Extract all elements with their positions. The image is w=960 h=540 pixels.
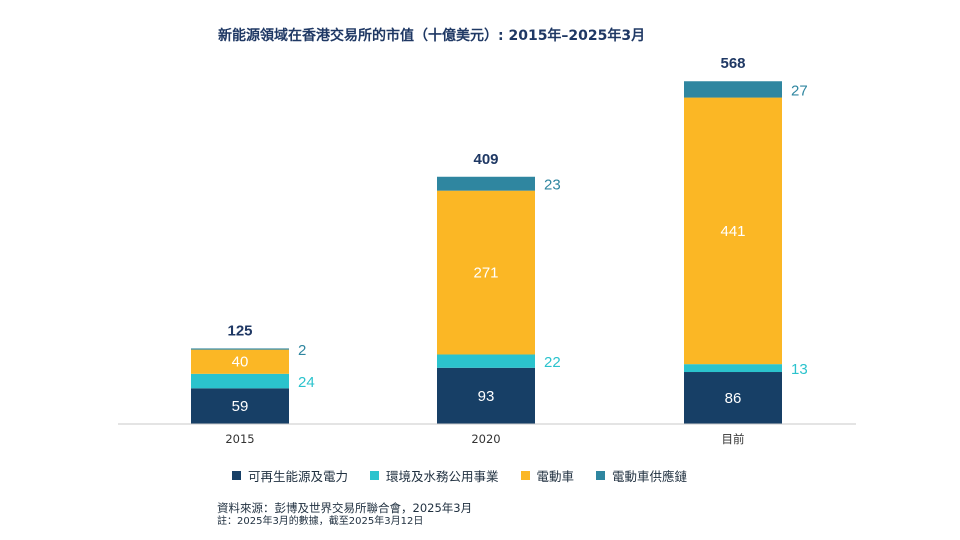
data-label: 40 — [232, 354, 249, 371]
bar-segment — [191, 373, 289, 389]
data-label: 93 — [478, 388, 495, 405]
footnote-text: 註：2025年3月的數據，截至2025年3月12日 — [217, 516, 424, 527]
bar-segment — [684, 372, 782, 424]
bar-segment — [437, 190, 535, 355]
bar-segment — [191, 348, 289, 350]
bar-segment — [437, 176, 535, 191]
source-note: 資料來源：彭博及世界交易所聯合會，2025年3月 註：2025年3月的數據，截至… — [217, 501, 472, 529]
data-label: 2 — [298, 342, 306, 359]
legend-swatch — [596, 471, 606, 480]
legend-label: 可再生能源及電力 — [248, 469, 349, 484]
chart-title: 新能源領域在香港交易所的市值（十億美元）: 2015年–2025年3月 — [218, 28, 646, 44]
legend-item: 可再生能源及電力 — [232, 466, 348, 485]
bar-segment — [684, 81, 782, 98]
x-tick-label: 2020 — [471, 432, 500, 446]
total-label: 409 — [473, 151, 498, 168]
legend-item: 環境及水務公用事業 — [370, 466, 499, 485]
legend-label: 環境及水務公用事業 — [386, 469, 499, 484]
bar-segment — [437, 354, 535, 368]
data-label: 23 — [544, 177, 561, 194]
total-label: 125 — [227, 322, 252, 339]
data-label: 22 — [544, 354, 561, 371]
total-label: 568 — [720, 55, 745, 72]
data-label: 27 — [791, 82, 808, 99]
legend-item: 電動車 — [520, 466, 575, 485]
legend-swatch — [232, 471, 241, 480]
data-label: 441 — [720, 223, 745, 240]
stacked-bar-chart: 59 24 40 2 125 2015 93 22 271 23 409 2020 86 13 441 27 5… — [118, 55, 856, 446]
data-label: 86 — [725, 390, 742, 407]
data-label: 24 — [298, 374, 315, 391]
data-label: 271 — [473, 265, 498, 282]
bar-segment — [437, 367, 535, 424]
bar-segment — [191, 349, 289, 374]
labels-layer: 59 24 40 2 125 2015 93 22 271 23 409 2020 86 13 441 27 5… — [225, 55, 807, 446]
x-tick-label: 2015 — [225, 432, 254, 446]
source-text: 資料來源：彭博及世界交易所聯合會，2025年3月 — [217, 501, 473, 515]
data-label: 13 — [791, 361, 808, 378]
bar-segment — [684, 364, 782, 373]
bar-segment — [191, 388, 289, 424]
legend-swatch — [370, 471, 380, 480]
x-tick-label: 目前 — [722, 432, 745, 446]
legend: 可再生能源及電力 環境及水務公用事業 電動車 電動車供應鏈 — [232, 466, 709, 485]
legend-swatch — [520, 471, 530, 480]
legend-label: 電動車 — [536, 469, 575, 484]
legend-item: 電動車供應鏈 — [596, 466, 687, 485]
bar-segment — [684, 97, 782, 365]
bars-layer — [191, 81, 782, 424]
data-label: 59 — [232, 398, 249, 415]
legend-label: 電動車供應鏈 — [612, 469, 688, 484]
